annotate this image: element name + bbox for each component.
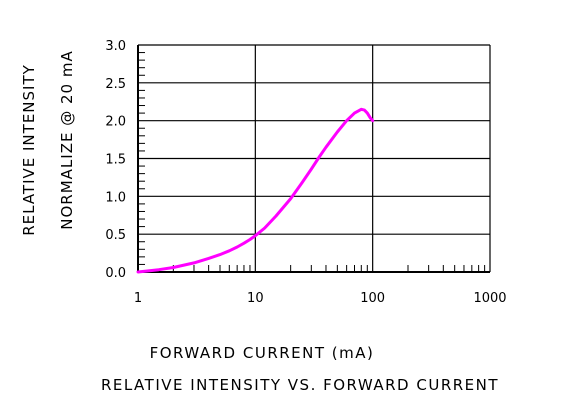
x-tick-label: 100 <box>360 291 385 306</box>
series-line-0 <box>136 107 375 274</box>
y-axis-label-line1: RELATIVE INTENSITY <box>20 64 38 236</box>
y-tick-label: 2.0 <box>105 115 126 130</box>
series-layer <box>136 107 375 274</box>
y-tick-label: 0.5 <box>105 228 126 243</box>
chart-title: RELATIVE INTENSITY VS. FORWARD CURRENT <box>101 376 499 394</box>
plot-frame <box>137 45 490 273</box>
grid <box>137 44 491 273</box>
y-tick-label: 1.5 <box>105 153 126 168</box>
y-tick-labels: 0.0 0.5 1.0 1.5 2.0 2.5 3.0 <box>105 39 126 281</box>
y-tick-label: 1.0 <box>105 190 126 205</box>
x-axis-label: FORWARD CURRENT (mA) <box>150 344 375 362</box>
x-tick-labels: 1 10 100 1000 <box>134 291 507 306</box>
x-tick-label: 1 <box>134 291 142 306</box>
x-tick-label: 10 <box>247 291 264 306</box>
y-tick-label: 2.5 <box>105 77 126 92</box>
x-tick-label: 1000 <box>473 291 506 306</box>
y-tick-label: 0.0 <box>105 266 126 281</box>
y-axis-label-line2: NORMALIZE @ 20 mA <box>58 50 76 229</box>
y-tick-label: 3.0 <box>105 39 126 54</box>
minor-ticks <box>138 52 486 272</box>
